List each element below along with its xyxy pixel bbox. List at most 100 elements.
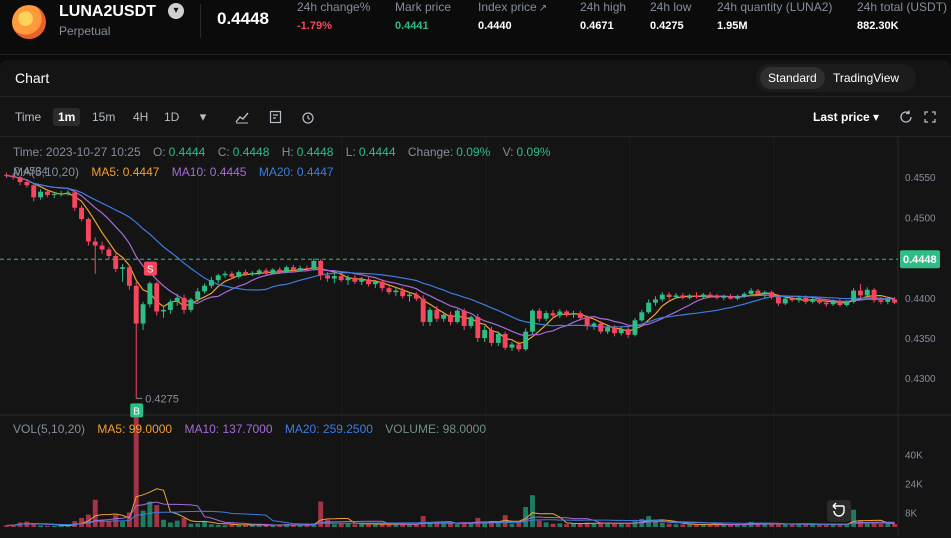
low-marker-label: 0.4275	[145, 393, 179, 405]
candle	[837, 298, 843, 307]
external-link-icon[interactable]: ↗	[538, 3, 548, 14]
candle	[892, 297, 898, 305]
symbol-dropdown-icon[interactable]: ▾	[168, 3, 184, 19]
stat-24h-low: 24h low 0.4275	[650, 0, 691, 32]
price-chart[interactable]: 0.4550 0.4500 0.4400 0.4350 0.4300 0.4448 40K 2…	[0, 137, 951, 538]
candle	[605, 325, 611, 335]
candle	[85, 217, 91, 246]
time-button[interactable]: Time	[15, 110, 42, 124]
volume-bar	[700, 524, 706, 527]
volume-bar	[550, 523, 556, 527]
candle-body	[284, 267, 289, 273]
interval-1d[interactable]: 1D	[164, 110, 180, 124]
reset-icon[interactable]	[832, 502, 845, 517]
volume-bar	[769, 524, 775, 527]
candle-body	[31, 185, 37, 198]
candle	[372, 280, 378, 289]
price-type-dropdown[interactable]: Last price ▾	[813, 110, 879, 124]
candle-body	[632, 320, 638, 335]
candle	[304, 265, 310, 272]
ma-legend: MA(5,10,20) MA5: 0.4447 MA10: 0.4445 MA2…	[13, 165, 343, 179]
candle	[591, 321, 597, 330]
reset-view-button[interactable]	[827, 500, 851, 522]
volume-bar	[830, 524, 836, 527]
candle	[461, 308, 467, 330]
candle	[290, 264, 296, 273]
interval-1m[interactable]: 1m	[53, 108, 81, 126]
stat-value: -1.79%	[297, 20, 332, 32]
candle	[693, 292, 699, 299]
vol-ma10: MA10: 137.7000	[184, 422, 273, 436]
volume-bar	[775, 523, 781, 527]
candle	[174, 293, 180, 306]
indicator-icon[interactable]	[234, 109, 250, 125]
candle-body	[318, 260, 324, 276]
volume-bar	[133, 414, 139, 527]
stat-label: 24h quantity (LUNA2)	[717, 0, 833, 14]
candle	[222, 271, 228, 278]
refresh-icon[interactable]	[898, 109, 914, 125]
legend-change: 0.09%	[456, 145, 491, 159]
candle	[543, 310, 549, 322]
volume-bar	[400, 524, 406, 527]
candle	[598, 321, 604, 335]
candle	[427, 307, 433, 326]
candle-body	[775, 297, 781, 304]
candle-body	[741, 293, 747, 297]
volume-bar	[140, 510, 146, 527]
candle-body	[673, 295, 679, 298]
candle-body	[72, 192, 78, 208]
candle-body	[475, 317, 481, 339]
candle-body	[345, 277, 351, 281]
candle	[618, 326, 624, 336]
volume-bar	[174, 520, 180, 527]
candle	[352, 275, 358, 285]
volume-axis-label: 24K	[905, 479, 923, 490]
volume-bar	[366, 524, 371, 527]
volume-bar	[263, 525, 269, 527]
volume-bar	[489, 521, 494, 527]
vol-ma20-line	[6, 510, 895, 526]
stat-label: 24h total (USDT)	[857, 0, 948, 14]
volume-bar	[359, 523, 365, 527]
volume-bar	[536, 520, 542, 527]
stat-label: 24h low	[650, 0, 692, 14]
legend-change-label: Change:	[407, 145, 454, 159]
stat-value: 882.30K	[857, 20, 899, 32]
candle-body	[420, 298, 426, 322]
volume-bar	[161, 519, 167, 527]
legend-low-label: L:	[345, 145, 356, 159]
volume-bar	[420, 516, 426, 527]
candle	[72, 190, 78, 211]
candle-body	[871, 289, 877, 301]
candle	[495, 331, 501, 347]
reset-button-bg[interactable]	[827, 500, 851, 522]
stat-24h-high: 24h high 0.4671	[580, 0, 626, 32]
candle	[31, 182, 37, 202]
volume-bar	[65, 525, 71, 527]
candle	[181, 294, 187, 314]
interval-more-icon[interactable]: ▾	[199, 109, 207, 124]
candle-body	[666, 294, 672, 298]
view-standard-button[interactable]: Standard	[760, 67, 825, 89]
interval-15m[interactable]: 15m	[92, 110, 116, 124]
fullscreen-icon[interactable]	[922, 109, 938, 125]
candle	[769, 290, 775, 300]
view-tradingview-button[interactable]: TradingView	[833, 71, 900, 85]
candle-body	[161, 309, 167, 312]
vol-title: VOL(5,10,20)	[13, 422, 86, 436]
luna-logo-icon	[12, 5, 46, 39]
interval-4h[interactable]: 4H	[133, 110, 149, 124]
candle	[44, 189, 50, 198]
candle	[673, 292, 679, 299]
volume-bar	[256, 524, 262, 527]
volume-bar	[379, 523, 385, 527]
candle	[755, 288, 761, 296]
symbol-name[interactable]: LUNA2USDT	[59, 3, 156, 20]
draw-icon[interactable]	[268, 109, 284, 125]
stat-index-price[interactable]: Index price ↗ 0.4440	[478, 0, 547, 32]
legend-open-label: O:	[152, 145, 166, 159]
candle	[386, 284, 392, 295]
alarm-icon[interactable]	[300, 109, 316, 125]
candle	[748, 288, 754, 297]
